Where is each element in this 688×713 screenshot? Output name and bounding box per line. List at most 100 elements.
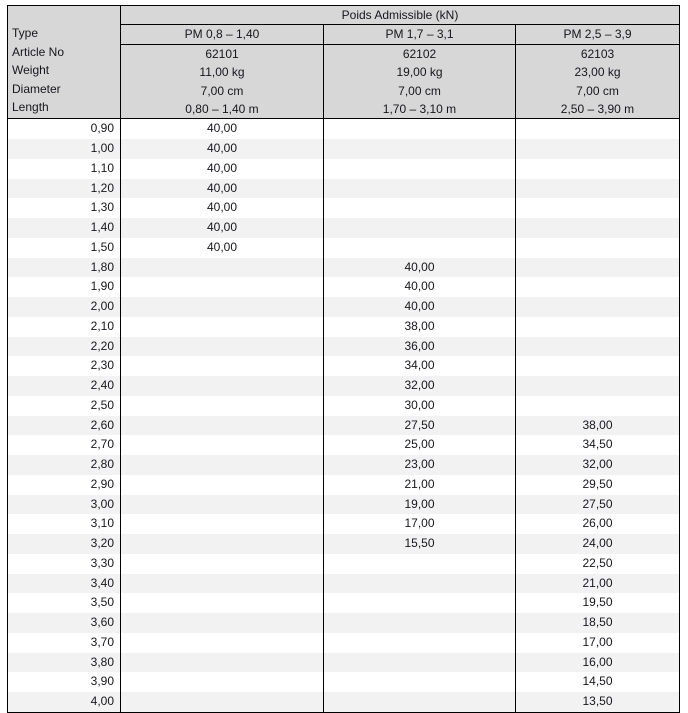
- cell-length: 1,50: [7, 237, 121, 258]
- cell-length: 3,80: [7, 652, 121, 673]
- table-row: 1,00 40,00: [7, 139, 680, 159]
- cell-length: 2,40: [7, 376, 121, 396]
- cell-load-col3: [515, 158, 680, 179]
- row-label-weight: Weight: [12, 63, 50, 78]
- cell-load-col3: [515, 178, 680, 199]
- header-weight-col3: 23,00 kg: [515, 63, 680, 82]
- row-label-type: Type: [12, 26, 39, 41]
- cell-load-col2: [323, 118, 516, 140]
- cell-load-col1: [120, 632, 324, 653]
- load-capacity-table: Type Article No Weight Diameter Length P…: [7, 5, 680, 713]
- cell-load-col3: [515, 336, 680, 357]
- cell-load-col1: [120, 395, 324, 416]
- cell-length: 2,20: [7, 336, 121, 357]
- cell-load-col2: 15,50: [323, 534, 516, 554]
- row-label-article-no: Article No: [12, 44, 65, 59]
- table-row: 0,90 40,00: [7, 118, 680, 140]
- cell-load-col2: 36,00: [323, 336, 516, 357]
- cell-load-col1: [120, 455, 324, 475]
- cell-load-col2: 25,00: [323, 435, 516, 456]
- cell-load-col3: 32,00: [515, 455, 680, 475]
- header-diameter-col3: 7,00 cm: [515, 81, 680, 101]
- cell-load-col2: 23,00: [323, 455, 516, 475]
- cell-load-col3: 26,00: [515, 514, 680, 535]
- header-weight-col1: 11,00 kg: [120, 63, 324, 82]
- header-diameter-col2: 7,00 cm: [323, 81, 516, 101]
- cell-length: 2,00: [7, 297, 121, 317]
- table-row: 3,50 19,50: [7, 593, 680, 614]
- cell-length: 2,70: [7, 435, 121, 456]
- cell-load-col1: [120, 415, 324, 436]
- cell-load-col2: 21,00: [323, 474, 516, 495]
- cell-load-col3: 38,00: [515, 415, 680, 436]
- cell-load-col3: 13,50: [515, 692, 680, 713]
- table-row: 2,10 38,00: [7, 316, 680, 337]
- cell-length: 2,80: [7, 455, 121, 475]
- header-type-col3: PM 2,5 – 3,9: [515, 24, 680, 45]
- cell-load-col1: [120, 257, 324, 278]
- cell-load-col1: 40,00: [120, 237, 324, 258]
- cell-load-col3: [515, 297, 680, 317]
- header-length-col2: 1,70 – 3,10 m: [323, 100, 516, 120]
- cell-load-col2: [323, 198, 516, 219]
- cell-load-col1: [120, 692, 324, 713]
- cell-load-col3: 18,50: [515, 613, 680, 633]
- cell-load-col2: [323, 593, 516, 614]
- cell-load-col2: 27,50: [323, 415, 516, 436]
- table-row: 3,00 19,00 27,50: [7, 494, 680, 515]
- cell-load-col2: [323, 139, 516, 159]
- cell-load-col2: [323, 553, 516, 574]
- table-row: 3,40 21,00: [7, 573, 680, 594]
- cell-length: 1,10: [7, 158, 121, 179]
- cell-load-col2: 17,00: [323, 514, 516, 535]
- cell-length: 1,20: [7, 178, 121, 199]
- cell-load-col1: [120, 613, 324, 633]
- table-body: 0,90 40,00 1,00 40,00 1,10 40,00 1,20 40,00 1,30…: [7, 118, 680, 713]
- cell-load-col2: 30,00: [323, 395, 516, 416]
- table-row: 3,90 14,50: [7, 672, 680, 693]
- table-row: 3,70 17,00: [7, 632, 680, 653]
- cell-load-col3: 22,50: [515, 553, 680, 574]
- cell-load-col1: 40,00: [120, 118, 324, 140]
- cell-length: 3,30: [7, 553, 121, 574]
- header-article-no-col1: 62101: [120, 44, 324, 64]
- cell-load-col3: [515, 356, 680, 377]
- cell-load-col1: [120, 534, 324, 554]
- cell-load-col3: 34,50: [515, 435, 680, 456]
- cell-load-col1: [120, 573, 324, 594]
- row-label-length: Length: [12, 99, 49, 114]
- cell-load-col3: 21,00: [515, 573, 680, 594]
- cell-load-col2: [323, 178, 516, 199]
- header-article-no-col3: 62103: [515, 44, 680, 64]
- table-row: 1,50 40,00: [7, 237, 680, 258]
- cell-load-col2: [323, 573, 516, 594]
- cell-length: 1,40: [7, 218, 121, 238]
- cell-load-col2: [323, 652, 516, 673]
- article-no-row: 62101 62102 62103: [8, 44, 680, 64]
- cell-length: 3,90: [7, 672, 121, 693]
- table-row: 2,20 36,00: [7, 336, 680, 357]
- cell-load-col2: 38,00: [323, 316, 516, 337]
- table-row: 3,30 22,50: [7, 553, 680, 574]
- cell-length: 3,60: [7, 613, 121, 633]
- diameter-row: 7,00 cm 7,00 cm 7,00 cm: [8, 81, 680, 101]
- cell-length: 4,00: [7, 692, 121, 713]
- cell-load-col3: 17,00: [515, 632, 680, 653]
- header-length-col1: 0,80 – 1,40 m: [120, 100, 324, 120]
- group-title-row: Type Article No Weight Diameter Length P…: [7, 5, 680, 120]
- cell-load-col1: [120, 316, 324, 337]
- table-row: 2,70 25,00 34,50: [7, 435, 680, 456]
- cell-load-col2: 40,00: [323, 297, 516, 317]
- header-weight-col2: 19,00 kg: [323, 63, 516, 82]
- cell-load-col2: [323, 237, 516, 258]
- header-type-col1: PM 0,8 – 1,40: [120, 24, 324, 45]
- cell-load-col3: [515, 376, 680, 396]
- cell-load-col2: [323, 692, 516, 713]
- cell-load-col1: 40,00: [120, 139, 324, 159]
- table-header: Type Article No Weight Diameter Length P…: [7, 5, 680, 120]
- table-row: 2,90 21,00 29,50: [7, 474, 680, 495]
- cell-load-col3: [515, 139, 680, 159]
- cell-load-col3: [515, 395, 680, 416]
- weight-row: 11,00 kg 19,00 kg 23,00 kg: [8, 63, 680, 82]
- cell-load-col3: [515, 198, 680, 219]
